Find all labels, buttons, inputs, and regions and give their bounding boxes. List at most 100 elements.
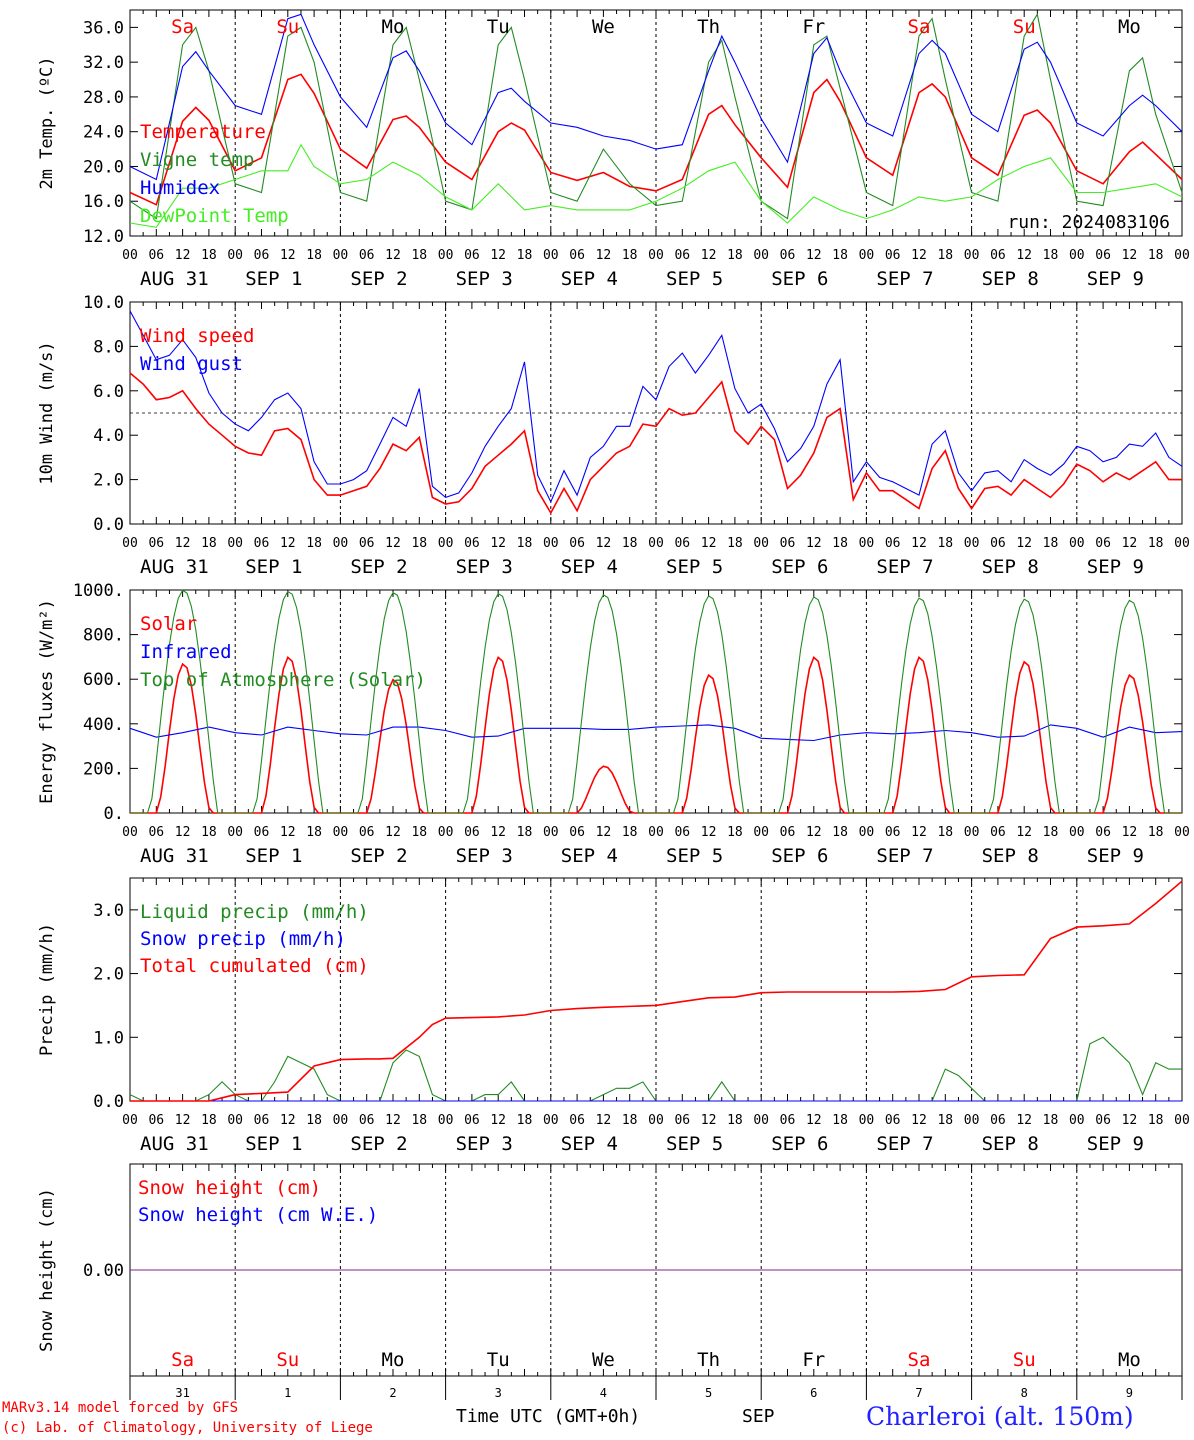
date-label: SEP 3 — [456, 556, 513, 578]
date-label: SEP 3 — [456, 1133, 513, 1155]
hour-label: 18 — [411, 248, 427, 263]
hour-label: 18 — [1043, 825, 1059, 840]
hour-label: 12 — [1122, 536, 1138, 551]
hour-label: 00 — [964, 1113, 980, 1128]
date-label: SEP 1 — [245, 556, 302, 578]
hour-label: 00 — [964, 248, 980, 263]
legend-wind-speed: Wind speed — [140, 325, 254, 347]
y-tick-label: 1000. — [73, 581, 124, 601]
legend-wind-gust: Wind gust — [140, 353, 243, 375]
top-of-atmosphere-solar-line — [130, 589, 1182, 814]
hour-label: 06 — [148, 536, 164, 551]
date-label: SEP 2 — [350, 1133, 407, 1155]
hour-label: 18 — [727, 825, 743, 840]
hour-label: 12 — [175, 536, 191, 551]
weekday-label-bottom: Su — [1013, 1349, 1036, 1371]
y-tick-label: 1.0 — [93, 1028, 124, 1048]
hour-label: 06 — [780, 825, 796, 840]
hour-label: 06 — [464, 825, 480, 840]
date-label: SEP 1 — [245, 845, 302, 867]
hour-label: 12 — [1016, 248, 1032, 263]
weekday-label-top: Su — [1013, 16, 1036, 38]
hour-label: 06 — [464, 248, 480, 263]
hour-label: 18 — [1043, 1113, 1059, 1128]
hour-label: 12 — [385, 1113, 401, 1128]
hour-label: 18 — [832, 1113, 848, 1128]
weekday-label-top: We — [592, 16, 615, 38]
wind-gust-line — [129, 310, 1183, 504]
hour-label: 00 — [227, 248, 243, 263]
hour-label: 18 — [622, 825, 638, 840]
y-tick-label: 8.0 — [93, 337, 124, 357]
hour-label: 00 — [859, 536, 875, 551]
hour-label: 18 — [1043, 536, 1059, 551]
hour-label: 12 — [806, 1113, 822, 1128]
hour-label: 06 — [464, 1113, 480, 1128]
hour-label: 00 — [333, 825, 349, 840]
date-label: SEP 9 — [1087, 556, 1144, 578]
hour-label: 00 — [543, 536, 559, 551]
hour-label: 00 — [122, 1113, 138, 1128]
hour-label: 06 — [569, 825, 585, 840]
day-number-label: 7 — [915, 1386, 922, 1400]
y-tick-label: 4.0 — [93, 426, 124, 446]
legend-snow-precip-mm-h: Snow precip (mm/h) — [140, 928, 346, 950]
legend-top-of-atmosphere-solar: Top of Atmosphere (Solar) — [140, 669, 426, 691]
hour-label: 12 — [175, 1113, 191, 1128]
hour-label: 12 — [596, 825, 612, 840]
day-number-label: 6 — [810, 1386, 817, 1400]
date-label: SEP 9 — [1087, 268, 1144, 290]
day-number-label: 4 — [600, 1386, 607, 1400]
wind-speed-line — [129, 372, 1182, 515]
y-tick-label: 3.0 — [93, 901, 124, 921]
hour-label: 18 — [1148, 536, 1164, 551]
hour-label: 18 — [411, 1113, 427, 1128]
date-label: SEP 5 — [666, 556, 723, 578]
date-label: SEP 5 — [666, 268, 723, 290]
weekday-label-top: Sa — [908, 16, 931, 38]
hour-label: 12 — [701, 248, 717, 263]
weekday-label-bottom: Tu — [487, 1349, 510, 1371]
hour-label: 06 — [885, 248, 901, 263]
hour-label: 00 — [122, 825, 138, 840]
y-axis-label: Snow height (cm) — [37, 1188, 57, 1352]
y-tick-label: 24.0 — [83, 123, 124, 143]
hour-label: 12 — [175, 825, 191, 840]
legend-temperature: Temperature — [140, 121, 266, 143]
hour-label: 06 — [885, 825, 901, 840]
y-tick-label: 0.0 — [93, 515, 124, 535]
hour-label: 00 — [1069, 248, 1085, 263]
legend-total-cumulated-cm: Total cumulated (cm) — [140, 955, 369, 977]
day-number-label: 2 — [389, 1386, 396, 1400]
date-label: AUG 31 — [140, 845, 209, 867]
date-label: SEP 7 — [876, 1133, 933, 1155]
hour-label: 18 — [306, 536, 322, 551]
hour-label: 12 — [385, 536, 401, 551]
y-tick-label: 2.0 — [93, 471, 124, 491]
hour-label: 00 — [648, 1113, 664, 1128]
weekday-label-top: Th — [697, 16, 720, 38]
date-label: SEP 5 — [666, 845, 723, 867]
hour-label: 18 — [1043, 248, 1059, 263]
lab-credit: (c) Lab. of Climatology, University of L… — [2, 1420, 373, 1436]
legend-snow-height-cm: Snow height (cm) — [138, 1177, 321, 1199]
hour-label: 12 — [175, 248, 191, 263]
y-axis-label: Energy fluxes (W/m²) — [37, 599, 57, 804]
date-label: SEP 8 — [982, 1133, 1039, 1155]
y-tick-label: 12.0 — [83, 227, 124, 247]
y-tick-label: 6.0 — [93, 382, 124, 402]
run-annotation: run: 2024083106 — [1007, 212, 1170, 233]
hour-label: 00 — [1174, 825, 1190, 840]
hour-label: 06 — [569, 248, 585, 263]
hour-label: 12 — [596, 536, 612, 551]
weekday-label-bottom: Su — [276, 1349, 299, 1371]
hour-label: 18 — [1148, 248, 1164, 263]
y-tick-label: 20.0 — [83, 157, 124, 177]
hour-label: 06 — [780, 1113, 796, 1128]
hour-label: 18 — [201, 825, 217, 840]
hour-label: 00 — [1069, 536, 1085, 551]
hour-label: 00 — [333, 536, 349, 551]
weekday-label-top: Mo — [382, 16, 405, 38]
hour-label: 12 — [596, 1113, 612, 1128]
